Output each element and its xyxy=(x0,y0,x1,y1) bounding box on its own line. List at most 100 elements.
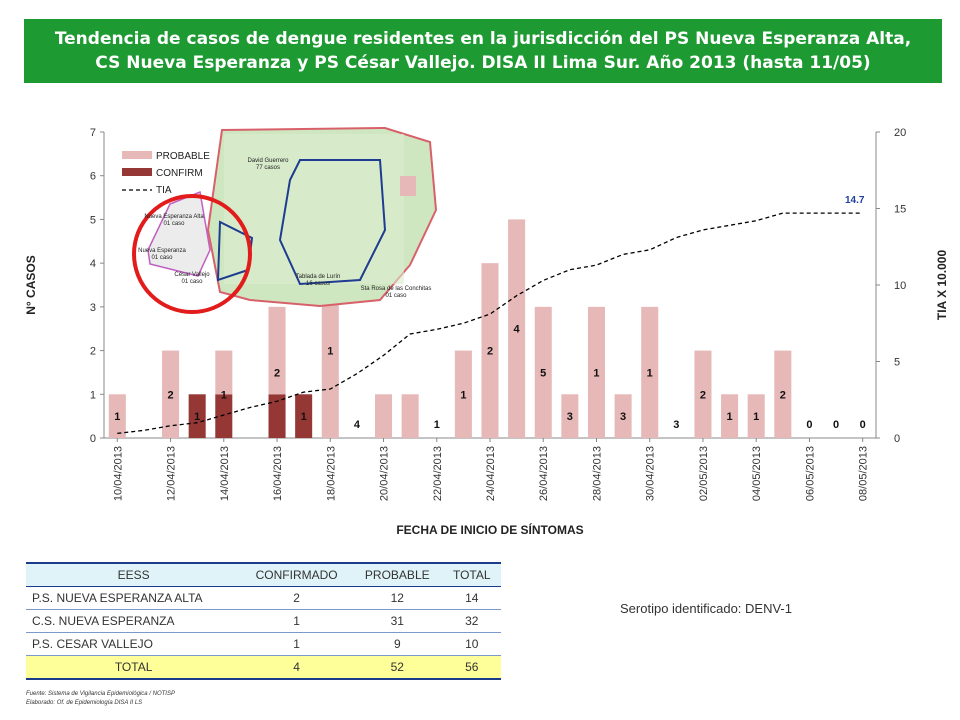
cell-total: 10 xyxy=(442,632,501,656)
header-probable: PROBABLE xyxy=(352,562,443,587)
bar-data-label: 1 xyxy=(727,411,733,423)
y-tick-label: 3 xyxy=(90,302,96,314)
cell-eess: C.S. NUEVA ESPERANZA xyxy=(26,609,242,633)
bar-probable xyxy=(454,350,472,438)
cell-total-total: 56 xyxy=(442,655,501,680)
cell-eess: P.S. CESAR VALLEJO xyxy=(26,632,242,656)
bar-data-label: 2 xyxy=(780,389,786,401)
map-area-count: 01 caso xyxy=(163,221,185,227)
bar-data-label: 1 xyxy=(753,411,759,423)
map-area-name: Nueva Esperanza Alta xyxy=(144,214,204,220)
bar-data-label: 0 xyxy=(806,419,812,431)
y2-tick-label: 15 xyxy=(894,204,906,216)
bar-data-label: 3 xyxy=(673,419,679,431)
bar-data-label: 1 xyxy=(327,346,333,358)
x-tick-label: 02/05/2013 xyxy=(698,446,710,501)
bar-probable xyxy=(162,350,180,438)
map-area-name: César Vallejo xyxy=(174,272,210,278)
bar-probable xyxy=(215,350,233,395)
header-total: TOTAL xyxy=(442,562,501,587)
chart-legend: PROBABLE CONFIRM TIA xyxy=(122,151,210,196)
x-tick-label: 24/04/2013 xyxy=(485,446,497,501)
cell-probable: 9 xyxy=(352,632,443,656)
bar-probable xyxy=(108,394,126,438)
bar-labels-layer: 1 2 1 1 2 1 1 4 1 1 2 4 5 3 1 3 1 3 2 1 1 2 0 0 0 xyxy=(114,324,866,431)
bar-data-label: 0 xyxy=(833,419,839,431)
y-tick-label: 1 xyxy=(90,389,96,401)
tia-line-layer: 14.7 xyxy=(117,195,865,435)
map-area-name: Tablada de Lurín xyxy=(296,274,341,280)
legend-swatch-probable xyxy=(122,151,152,159)
bar-data-label: 3 xyxy=(567,411,573,423)
x-tick-label: 12/04/2013 xyxy=(166,446,178,501)
bar-data-label: 4 xyxy=(354,419,361,431)
cell-confirmado: 2 xyxy=(241,586,353,610)
serotype-note: Serotipo identificado: DENV-1 xyxy=(620,601,792,616)
bar-data-label: 4 xyxy=(514,324,521,336)
y-tick-label: 6 xyxy=(90,171,96,183)
cell-probable: 12 xyxy=(352,586,443,610)
y-axis-label: N° CASOS xyxy=(24,255,38,314)
y-tick-label: 2 xyxy=(90,346,96,358)
bar-data-label: 2 xyxy=(487,346,493,358)
x-tick-label: 10/04/2013 xyxy=(112,446,124,501)
bar-probable xyxy=(508,219,526,438)
map-area-count: 16 casos xyxy=(306,281,330,287)
prepared-by-note: Elaborado: Of. de Epidemiología DISA II … xyxy=(26,700,143,706)
bar-data-label: 1 xyxy=(114,411,120,423)
y2-tick-label: 10 xyxy=(894,280,906,292)
bar-probable xyxy=(694,350,712,438)
map-area-count: 01 caso xyxy=(385,293,407,299)
bar-confirm xyxy=(215,394,233,438)
map-area-count: 01 caso xyxy=(151,255,173,261)
map-tablada-boundary xyxy=(278,159,387,286)
bar-probable xyxy=(721,394,739,438)
eess-table: EESS CONFIRMADO PROBABLE TOTAL P.S. NUEV… xyxy=(26,562,501,680)
bar-confirm xyxy=(268,394,286,438)
legend-swatch-confirm xyxy=(122,168,152,176)
bar-probable xyxy=(321,263,339,438)
x-tick-label: 16/04/2013 xyxy=(272,446,284,501)
cell-total: 14 xyxy=(442,586,501,610)
bar-data-label: 1 xyxy=(460,389,466,401)
chart-title: Tendencia de casos de dengue residentes … xyxy=(54,29,912,73)
y2-axis-label: TIA X 10.000 xyxy=(935,250,949,321)
legend-label-probable: PROBABLE xyxy=(156,151,210,162)
source-note: Fuente: Sistema de Vigilancia Epidemioló… xyxy=(26,691,175,697)
bar-confirm xyxy=(188,394,206,438)
y-tick-label: 0 xyxy=(90,433,96,445)
x-tick-label: 18/04/2013 xyxy=(325,446,337,501)
bar-data-label: 5 xyxy=(540,367,546,379)
cell-confirmado: 1 xyxy=(241,632,353,656)
title-banner: Tendencia de casos de dengue residentes … xyxy=(24,19,942,83)
y-tick-label: 4 xyxy=(90,258,96,270)
y2-tick-label: 5 xyxy=(894,357,900,369)
bar-data-label: 0 xyxy=(860,419,866,431)
map-area-name: David Guerrero xyxy=(247,158,289,164)
bar-data-label: 1 xyxy=(647,367,653,379)
bar-probable xyxy=(481,263,499,438)
map-marker xyxy=(400,176,416,196)
bar-data-label: 1 xyxy=(301,411,307,423)
bar-data-label: 1 xyxy=(434,419,440,431)
x-tick-label: 30/04/2013 xyxy=(645,446,657,501)
cell-total: 32 xyxy=(442,609,501,633)
bar-probable xyxy=(747,394,765,438)
highlight-circle xyxy=(132,194,252,314)
bar-confirm xyxy=(295,394,313,438)
bars-layer xyxy=(108,219,792,438)
y2-tick-label: 0 xyxy=(894,433,900,445)
table-header-row: EESS CONFIRMADO PROBABLE TOTAL xyxy=(26,562,501,587)
bar-probable xyxy=(268,306,286,395)
bar-probable xyxy=(641,306,659,438)
bar-data-label: 2 xyxy=(274,367,280,379)
x-tick-label: 26/04/2013 xyxy=(538,446,550,501)
bar-probable xyxy=(401,394,419,438)
table-row: P.S. NUEVA ESPERANZA ALTA 2 12 14 xyxy=(26,586,501,610)
map-area-name: Sta Rosa de las Conchitas xyxy=(361,286,432,292)
legend-label-confirm: CONFIRM xyxy=(156,168,203,179)
table-row: P.S. CESAR VALLEJO 1 9 10 xyxy=(26,632,501,656)
